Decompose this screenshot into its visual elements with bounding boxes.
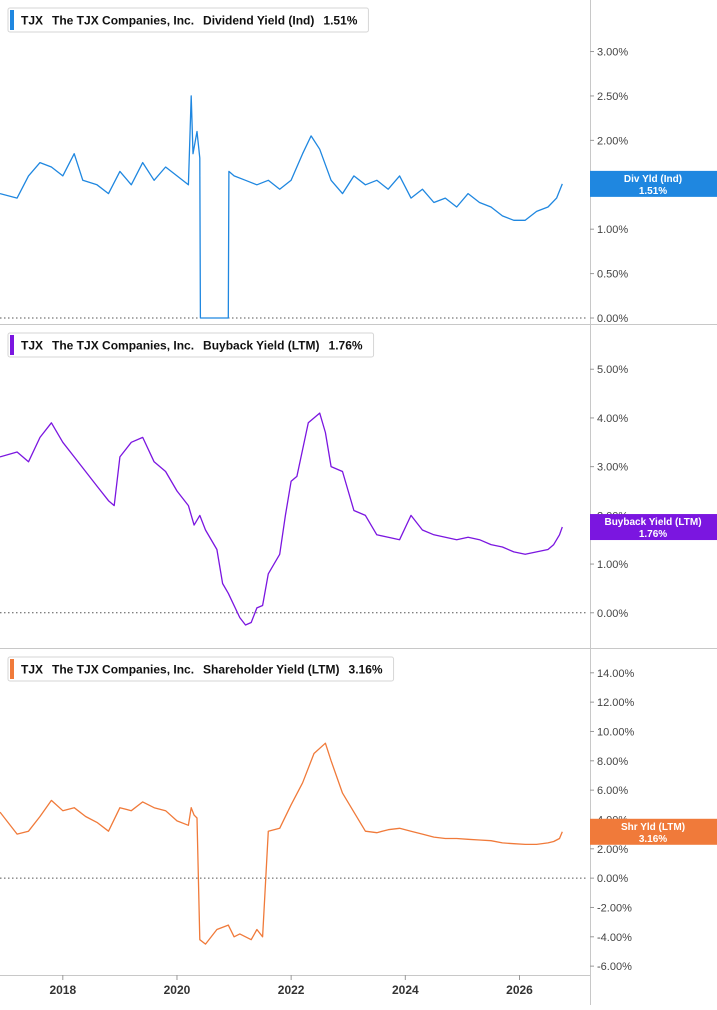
legend-company: The TJX Companies, Inc. — [52, 14, 194, 28]
legend-current-value: 1.76% — [329, 339, 363, 353]
legend-company: The TJX Companies, Inc. — [52, 339, 194, 353]
y-tick-label: 3.00% — [597, 462, 628, 474]
y-tick-label: -6.00% — [597, 961, 632, 973]
y-tick-label: 5.00% — [597, 364, 628, 376]
legend-box — [7, 332, 375, 358]
y-tick-label: -2.00% — [597, 902, 632, 914]
last-value-tag: Buyback Yield (LTM)1.76% — [590, 514, 717, 541]
y-tick-label: 10.00% — [597, 726, 635, 738]
y-tick-label: 2.00% — [597, 844, 628, 856]
panel-1: 0.00%0.50%1.00%1.50%2.00%2.50%3.00%Div Y… — [0, 7, 717, 325]
x-tick-label: 2024 — [392, 983, 419, 997]
last-value-tag-bg — [590, 170, 717, 197]
last-value-tag: Div Yld (Ind)1.51% — [590, 170, 717, 197]
last-value-tag-label: Buyback Yield (LTM) — [604, 517, 701, 528]
y-tick-label: 0.00% — [597, 313, 628, 325]
y-tick-label: 2.00% — [597, 135, 628, 147]
x-tick-label: 2020 — [164, 983, 191, 997]
last-value-tag-value: 3.16% — [639, 834, 667, 845]
panel-2: 0.00%1.00%2.00%3.00%4.00%5.00%Buyback Yi… — [0, 332, 717, 626]
legend-ticker: TJX — [21, 14, 43, 28]
legend-color-swatch — [10, 10, 14, 30]
y-tick-label: 4.00% — [597, 413, 628, 425]
legend-current-value: 3.16% — [349, 663, 383, 677]
legend-series-name: Buyback Yield (LTM) — [203, 339, 319, 353]
x-axis: 2018 2020 2022 2024 2026 — [49, 975, 533, 997]
x-tick-label: 2022 — [278, 983, 305, 997]
last-value-tag-label: Div Yld (Ind) — [624, 174, 682, 185]
y-tick-label: 0.00% — [597, 608, 628, 620]
series-line — [0, 742, 563, 945]
y-tick-label: 0.00% — [597, 873, 628, 885]
legend-series-name: Dividend Yield (Ind) — [203, 14, 314, 28]
legend-series-name: Shareholder Yield (LTM) — [203, 663, 339, 677]
legend-box — [7, 656, 395, 682]
last-value-tag-bg — [590, 514, 717, 541]
y-tick-label: 14.00% — [597, 668, 635, 680]
series-line — [0, 95, 563, 319]
legend-current-value: 1.51% — [323, 14, 357, 28]
y-tick-label: -4.00% — [597, 932, 632, 944]
last-value-tag-value: 1.51% — [639, 186, 667, 197]
y-tick-label: 1.00% — [597, 224, 628, 236]
last-value-tag-label: Shr Yld (LTM) — [621, 822, 685, 833]
last-value-tag-value: 1.76% — [639, 529, 667, 540]
legend-color-swatch — [10, 659, 14, 679]
y-tick-label: 12.00% — [597, 697, 635, 709]
last-value-tag: Shr Yld (LTM)3.16% — [590, 818, 717, 845]
legend[interactable]: TJX The TJX Companies, Inc. Buyback Yield … — [7, 332, 375, 358]
legend[interactable]: TJX The TJX Companies, Inc. Dividend Yield… — [7, 7, 369, 33]
last-value-tag-bg — [590, 818, 717, 845]
y-tick-label: 2.50% — [597, 91, 628, 103]
legend-box — [7, 7, 369, 33]
legend-ticker: TJX — [21, 663, 43, 677]
legend-company: The TJX Companies, Inc. — [52, 663, 194, 677]
y-tick-label: 6.00% — [597, 785, 628, 797]
y-tick-label: 1.00% — [597, 559, 628, 571]
panel-3: -6.00%-4.00%-2.00%0.00%2.00%4.00%6.00%8.… — [0, 656, 717, 973]
y-tick-label: 0.50% — [597, 269, 628, 281]
x-tick-label: 2026 — [506, 983, 533, 997]
y-tick-label: 3.00% — [597, 47, 628, 59]
legend-color-swatch — [10, 335, 14, 355]
legend[interactable]: TJX The TJX Companies, Inc. Shareholder Yi… — [7, 656, 395, 682]
x-tick-label: 2018 — [49, 983, 76, 997]
y-tick-label: 8.00% — [597, 756, 628, 768]
legend-ticker: TJX — [21, 339, 43, 353]
series-line — [0, 412, 563, 626]
